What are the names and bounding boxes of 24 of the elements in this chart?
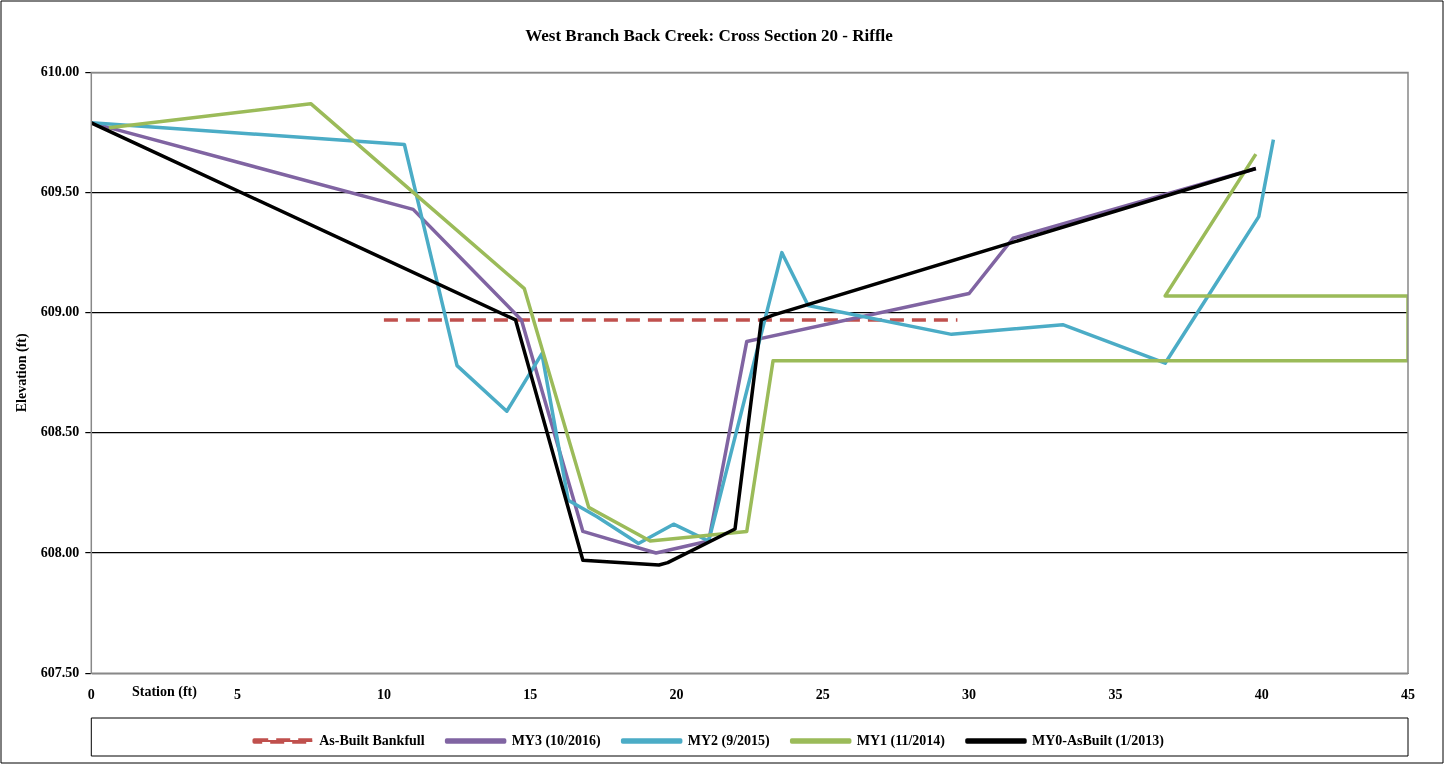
x-tick-label: 0 — [87, 687, 95, 703]
x-tick-label: 5 — [234, 687, 242, 703]
y-tick-label: 609.00 — [40, 304, 80, 320]
legend-label: As-Built Bankfull — [319, 732, 425, 748]
x-tick-label: 20 — [669, 687, 684, 703]
legend-label: MY3 (10/2016) — [511, 732, 601, 749]
x-tick-label: 30 — [962, 687, 977, 703]
x-tick-label: 15 — [523, 687, 538, 703]
x-tick-label: 35 — [1108, 687, 1123, 703]
y-tick-label: 607.50 — [40, 664, 80, 680]
legend-label: MY2 (9/2015) — [687, 732, 771, 749]
x-tick-label: 10 — [376, 687, 391, 703]
chart-title: West Branch Back Creek: Cross Section 20 - Riffle — [525, 25, 894, 45]
y-tick-label: 608.00 — [40, 544, 80, 560]
x-tick-label: 45 — [1401, 687, 1415, 703]
y-tick-label: 610.00 — [40, 64, 80, 80]
y-axis-title: Elevation (ft) — [14, 333, 31, 413]
y-tick-label: 608.50 — [40, 424, 80, 440]
legend-label: MY0-AsBuilt (1/2013) — [1031, 732, 1165, 749]
x-axis-title: Station (ft) — [131, 683, 198, 700]
y-tick-label: 609.50 — [40, 184, 80, 200]
legend-label: MY1 (11/2014) — [856, 732, 946, 749]
x-tick-label: 25 — [815, 687, 830, 703]
x-tick-label: 40 — [1254, 687, 1269, 703]
